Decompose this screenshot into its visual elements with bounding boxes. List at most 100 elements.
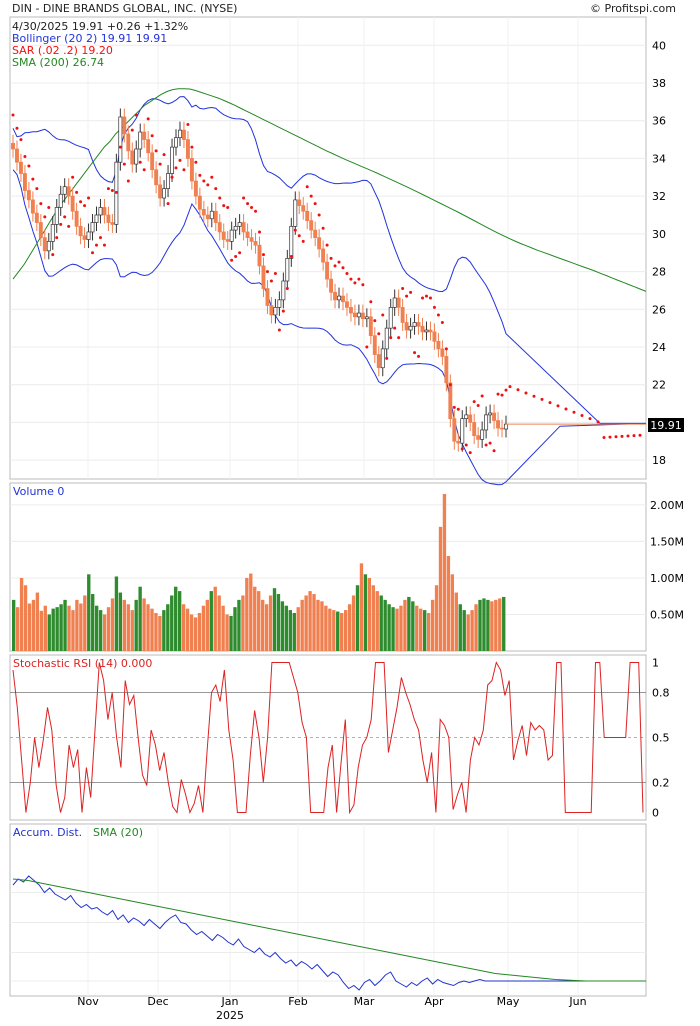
volume-bar (138, 586, 142, 651)
sar-dot (572, 410, 576, 414)
sar-dot (361, 283, 365, 287)
candle-body (269, 305, 274, 316)
sar-dot (381, 313, 385, 317)
candle-body (150, 152, 155, 171)
sar-dot (79, 200, 83, 204)
sar-dot (540, 397, 544, 401)
volume-bar (343, 610, 348, 651)
rsi-tick-label: 0.8 (652, 687, 670, 700)
volume-bar (189, 614, 194, 651)
sar-dot (206, 183, 210, 187)
sar-dot (297, 234, 301, 238)
rsi-tick-label: 1 (652, 657, 659, 670)
candle-body (257, 244, 262, 267)
sar-dot (508, 385, 512, 389)
candle-body (82, 235, 87, 240)
sar-dot (524, 391, 528, 395)
volume-bar (430, 599, 435, 651)
sar-dot (166, 202, 170, 206)
candle-body (496, 420, 500, 429)
candle-body (98, 207, 103, 216)
candle-body (305, 210, 310, 222)
volume-bar (249, 573, 253, 651)
volume-bar (347, 604, 352, 651)
candle-body (500, 427, 504, 430)
candle-body (122, 116, 127, 135)
candle-body (241, 222, 246, 233)
volume-bar (359, 563, 364, 651)
sar-dot (67, 224, 71, 228)
volume-bar (154, 613, 158, 651)
volume-bar (324, 605, 328, 651)
volume-bar (122, 599, 127, 651)
price-tick-label: 24 (652, 341, 666, 354)
candle-body (428, 329, 433, 333)
sar-dot (226, 205, 230, 209)
sar-dot (23, 155, 27, 159)
volume-bar (423, 610, 427, 651)
candle-body (436, 340, 441, 350)
sar-dot (532, 394, 536, 398)
candle-body (376, 354, 381, 369)
candle-body (189, 158, 194, 182)
sar-dot (162, 153, 166, 157)
volume-bar (55, 607, 59, 651)
sar-dot (602, 436, 606, 440)
volume-bar (126, 604, 130, 651)
volume-bar (462, 610, 466, 651)
candle-body (102, 207, 107, 216)
candle-body (166, 173, 171, 189)
volume-bar (490, 601, 494, 651)
volume-bar (87, 574, 91, 651)
candle-body (400, 307, 405, 323)
sar-dot (265, 270, 269, 274)
candle-body (162, 188, 167, 199)
sar-dot (110, 188, 114, 192)
sar-dot (122, 162, 126, 166)
volume-bar (217, 595, 221, 651)
sar-dot (19, 138, 23, 142)
sar-dot (405, 294, 409, 298)
last-price-tag-bg (648, 418, 684, 432)
sar-dot (273, 271, 277, 275)
stochastic-rsi-series (12, 661, 644, 815)
sar-dot (488, 441, 492, 445)
volume-bar (494, 599, 498, 651)
sar-dot (71, 175, 75, 179)
candle-body (488, 412, 493, 416)
candle-body (213, 210, 218, 223)
sar-dot (114, 190, 118, 194)
volume-title: Volume 0 (13, 485, 64, 498)
sar-dot (182, 168, 186, 172)
sar-dot (432, 305, 436, 309)
volume-bar (162, 610, 166, 651)
candle-body (138, 131, 143, 150)
sar-dot (43, 215, 47, 219)
candle-body (424, 329, 429, 333)
x-label-feb: Feb (288, 995, 307, 1008)
sar-dot (218, 196, 222, 200)
candle-body (146, 139, 151, 154)
sar-dot (289, 254, 293, 258)
last-price-tag: 19.91 (650, 419, 682, 432)
volume-bar (158, 615, 162, 651)
candle-body (90, 222, 95, 233)
candle-body (142, 131, 147, 140)
volume-bar (146, 604, 150, 651)
volume-bar (304, 595, 308, 651)
candle-body (205, 214, 210, 220)
sar-dot (417, 354, 421, 358)
watermark: © Profitspi.com (590, 2, 676, 15)
volume-bar (181, 604, 186, 651)
candle-body (74, 210, 79, 227)
sar-dot (126, 179, 130, 183)
volume-tick-label: 1.50M (650, 535, 684, 548)
volume-bar (387, 604, 391, 651)
sar-dot (321, 226, 325, 230)
volume-bar (233, 607, 237, 651)
volume-bar (229, 615, 233, 651)
sar-dot (385, 356, 389, 360)
sar-dot (444, 347, 448, 351)
